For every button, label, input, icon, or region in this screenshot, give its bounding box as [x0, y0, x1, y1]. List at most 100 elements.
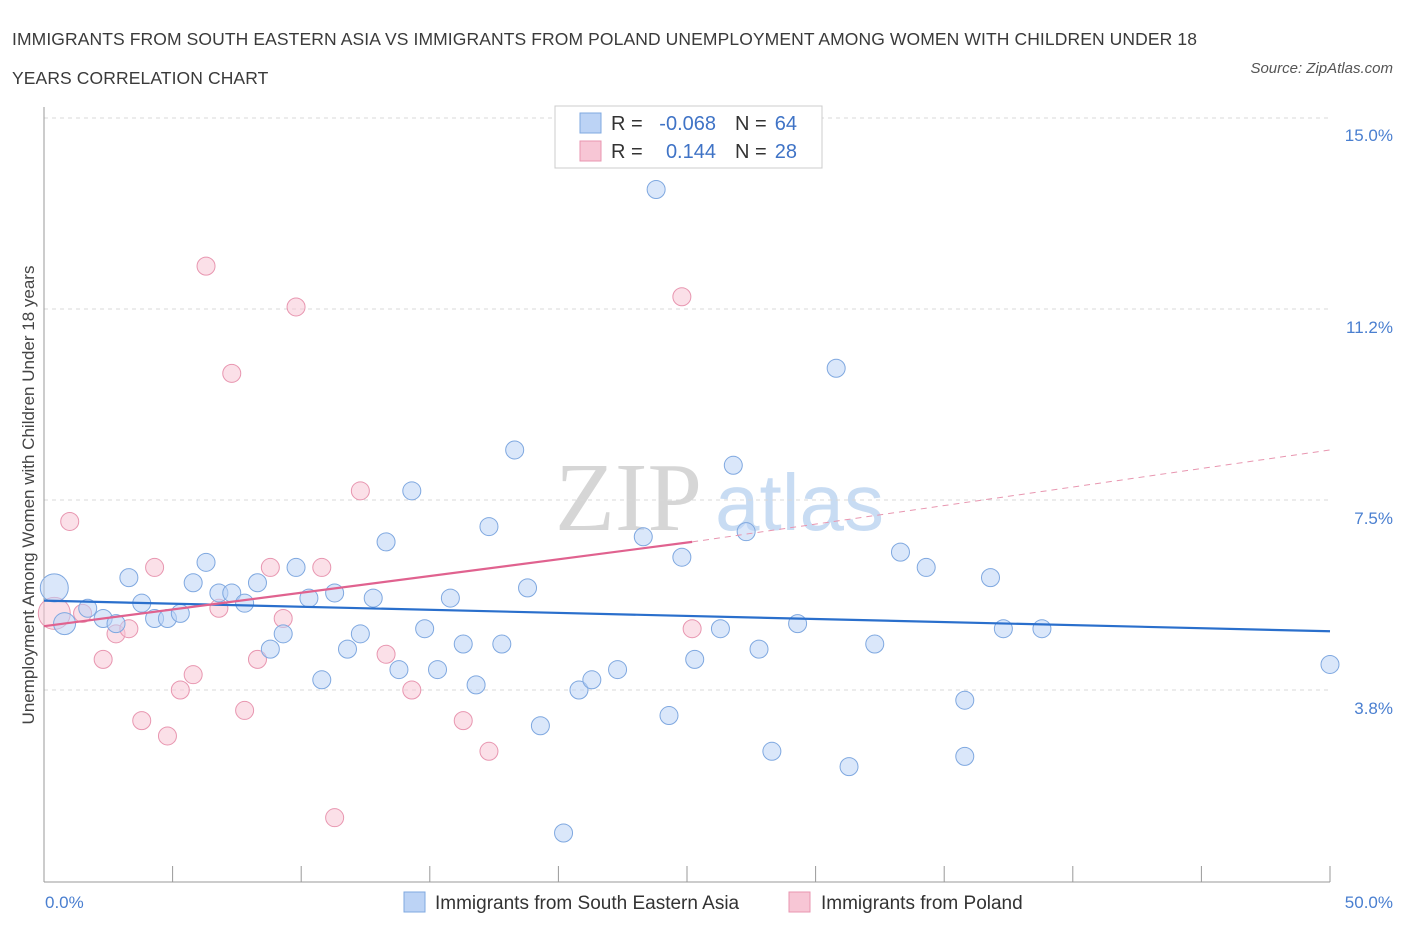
data-point-poland [157, 726, 177, 746]
data-point-poland [682, 619, 702, 639]
data-point-south-eastern-asia [518, 578, 538, 598]
data-point-south-eastern-asia [865, 634, 885, 654]
data-point-poland [672, 287, 692, 307]
data-point-south-eastern-asia [554, 823, 574, 843]
bottom-legend-label-pink: Immigrants from Poland [821, 893, 1023, 914]
trend-line-south-eastern-asia [43, 599, 1331, 633]
data-point-south-eastern-asia [415, 619, 435, 639]
series-south-eastern-asia [39, 180, 1340, 843]
data-point-south-eastern-asia [749, 639, 769, 659]
data-point-south-eastern-asia [788, 614, 808, 634]
data-point-poland [402, 680, 422, 700]
y-tick-label: 7.5% [1354, 509, 1393, 528]
bottom-legend-swatch-pink [788, 891, 811, 913]
data-point-south-eastern-asia [440, 588, 460, 608]
data-point-south-eastern-asia [312, 670, 332, 690]
data-point-south-eastern-asia [826, 358, 846, 378]
data-point-south-eastern-asia [247, 573, 267, 593]
data-point-south-eastern-asia [337, 639, 357, 659]
data-point-poland [325, 808, 345, 828]
data-point-south-eastern-asia [672, 547, 692, 567]
correlation-legend: R = -0.068 N = 64 R = 0.144 N = 28 [554, 105, 823, 169]
data-point-south-eastern-asia [582, 670, 602, 690]
data-point-south-eastern-asia [530, 716, 550, 736]
data-point-south-eastern-asia [980, 568, 1000, 588]
data-point-south-eastern-asia [260, 639, 280, 659]
bottom-legend-label-blue: Immigrants from South Eastern Asia [435, 893, 740, 914]
data-point-poland [132, 711, 152, 731]
data-point-south-eastern-asia [389, 660, 409, 680]
legend-r-value-blue: -0.068 [659, 113, 716, 135]
data-point-south-eastern-asia [273, 624, 293, 644]
data-point-poland [235, 700, 255, 720]
data-point-poland [170, 680, 190, 700]
data-point-south-eastern-asia [363, 588, 383, 608]
data-point-poland [350, 481, 370, 501]
data-point-poland [479, 741, 499, 761]
data-point-poland [453, 711, 473, 731]
data-point-south-eastern-asia [955, 690, 975, 710]
data-point-south-eastern-asia [235, 593, 255, 613]
y-tick-label: 3.8% [1354, 699, 1393, 718]
y-tick-label: 11.2% [1346, 318, 1393, 337]
data-point-poland [183, 665, 203, 685]
legend-swatch-blue [579, 112, 602, 134]
trend-line-poland-extension [692, 449, 1331, 543]
data-point-south-eastern-asia [453, 634, 473, 654]
data-point-south-eastern-asia [890, 542, 910, 562]
watermark-zip: ZIP [555, 444, 702, 552]
trend-lines [43, 449, 1331, 633]
data-point-south-eastern-asia [633, 527, 653, 547]
legend-r-value-pink: 0.144 [666, 141, 716, 163]
data-point-south-eastern-asia [106, 614, 126, 634]
legend-n-label-pink: N = [735, 141, 767, 163]
data-point-south-eastern-asia [119, 568, 139, 588]
data-point-poland [222, 363, 242, 383]
data-point-south-eastern-asia [402, 481, 422, 501]
data-point-south-eastern-asia [762, 741, 782, 761]
data-point-poland [286, 297, 306, 317]
data-point-south-eastern-asia [183, 573, 203, 593]
series-legend: Immigrants from South Eastern Asia Immig… [403, 891, 1023, 914]
y-axis-label: Unemployment Among Women with Children U… [19, 266, 38, 725]
data-point-south-eastern-asia [1320, 654, 1340, 674]
data-point-south-eastern-asia [466, 675, 486, 695]
data-point-poland [247, 649, 267, 669]
bottom-legend-swatch-blue [403, 891, 426, 913]
legend-r-label-blue: R = [611, 113, 643, 135]
legend-n-value-blue: 64 [775, 113, 797, 135]
data-point-south-eastern-asia [428, 660, 448, 680]
data-point-south-eastern-asia [492, 634, 512, 654]
data-point-south-eastern-asia [685, 649, 705, 669]
data-point-poland [312, 557, 332, 577]
watermark: ZIP atlas [555, 444, 884, 552]
data-point-south-eastern-asia [955, 746, 975, 766]
data-point-south-eastern-asia [723, 455, 743, 475]
data-point-south-eastern-asia [350, 624, 370, 644]
data-point-poland [145, 557, 165, 577]
data-point-south-eastern-asia [839, 757, 859, 777]
legend-swatch-pink [579, 140, 602, 162]
data-point-south-eastern-asia [39, 573, 69, 603]
data-point-south-eastern-asia [659, 706, 679, 726]
chart-title: IMMIGRANTS FROM SOUTH EASTERN ASIA VS IM… [12, 29, 1198, 88]
data-point-south-eastern-asia [569, 680, 589, 700]
data-point-south-eastern-asia [1032, 619, 1052, 639]
data-point-poland [60, 511, 80, 531]
data-point-south-eastern-asia [736, 522, 756, 542]
trend-line-poland [43, 540, 693, 628]
data-point-south-eastern-asia [196, 552, 216, 572]
data-point-south-eastern-asia [286, 557, 306, 577]
y-tick-label: 15.0% [1345, 126, 1393, 145]
x-axis-tick-marks [43, 866, 1331, 882]
data-point-south-eastern-asia [376, 532, 396, 552]
data-point-south-eastern-asia [505, 440, 525, 460]
data-point-poland [260, 557, 280, 577]
x-tick-max: 50.0% [1345, 893, 1393, 912]
data-point-south-eastern-asia [710, 619, 730, 639]
data-point-south-eastern-asia [608, 660, 628, 680]
source-label: Source: ZipAtlas.com [1250, 60, 1393, 77]
data-point-poland [93, 649, 113, 669]
data-point-south-eastern-asia [479, 517, 499, 537]
